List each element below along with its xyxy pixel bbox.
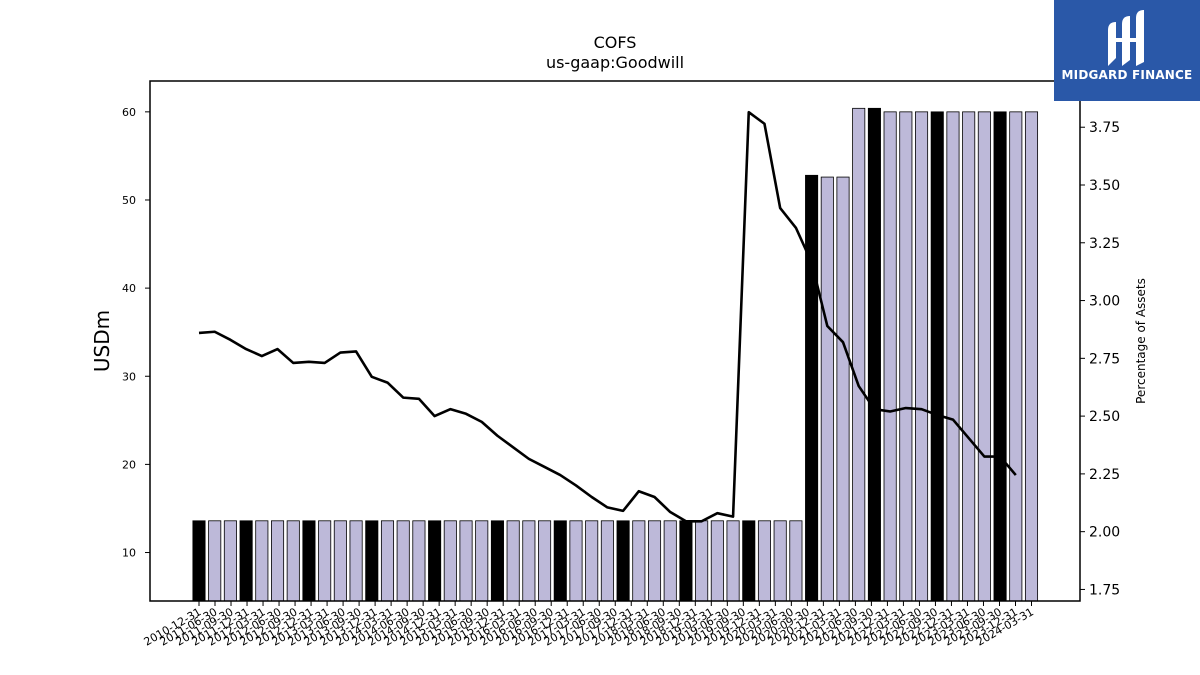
bar-2022-06-30 xyxy=(915,111,929,602)
bar-2020-03-31 xyxy=(773,520,787,602)
y2-axis-label: Percentage of Assets xyxy=(1134,278,1148,404)
bar-2017-09-30 xyxy=(616,520,630,602)
bar-2012-12-31 xyxy=(318,520,332,602)
bar-2014-06-30 xyxy=(412,520,426,602)
bar-2023-12-31 xyxy=(1009,111,1023,602)
bar-2021-03-31 xyxy=(836,176,850,602)
bar-2021-06-30 xyxy=(852,107,866,602)
bar-2012-09-30 xyxy=(302,520,316,602)
bar-2020-09-30 xyxy=(805,174,819,602)
logo-mark-icon xyxy=(1108,10,1144,66)
bar-2014-03-31 xyxy=(396,520,410,602)
bar-2011-06-30 xyxy=(223,520,237,602)
bar-2014-09-30 xyxy=(428,520,442,602)
bar-2015-03-31 xyxy=(459,520,473,602)
bar-2012-03-31 xyxy=(271,520,285,602)
y-tick-label: 30 xyxy=(122,370,136,383)
y-axis-label: USDm xyxy=(90,310,114,372)
y-tick-label: 10 xyxy=(122,547,136,560)
y2-tick-label: 2.75 xyxy=(1089,351,1120,367)
bar-2013-06-30 xyxy=(349,520,363,602)
bar-2010-12-31 xyxy=(192,520,206,602)
chart-title: COFS xyxy=(594,33,637,52)
bar-2023-06-30 xyxy=(977,111,991,602)
bar-2013-09-30 xyxy=(365,520,379,602)
y2-tick-label: 2.00 xyxy=(1089,525,1120,541)
bar-2016-03-31 xyxy=(522,520,536,602)
bar-2011-12-31 xyxy=(255,520,269,602)
bar-2018-03-31 xyxy=(647,520,662,602)
bar-2022-12-31 xyxy=(946,111,960,602)
bar-2022-09-30 xyxy=(930,111,944,602)
logo-text: MIDGARD FINANCE xyxy=(1061,68,1193,82)
y2-tick-label: 3.50 xyxy=(1089,178,1120,194)
percentage-of-assets-line xyxy=(198,110,1017,523)
right-axis-ticks: 1.75 2.00 2.25 2.50 2.75 3.00 3.25 3.50 3.75 xyxy=(1080,120,1120,598)
y2-tick-label: 2.50 xyxy=(1089,409,1120,425)
y2-tick-label: 2.25 xyxy=(1089,467,1120,483)
line-series xyxy=(198,110,1017,523)
bar-2023-03-31 xyxy=(962,111,976,602)
bar-2017-06-30 xyxy=(600,520,614,602)
y-tick-label: 20 xyxy=(122,458,136,471)
bar-2018-06-30 xyxy=(663,520,677,602)
bar-2016-06-30 xyxy=(538,520,552,602)
bar-2011-09-30 xyxy=(239,520,253,602)
bar-2015-06-30 xyxy=(475,520,489,602)
bar-2015-09-30 xyxy=(490,520,504,602)
bar-2024-03-31 xyxy=(1024,111,1039,602)
bar-2019-12-31 xyxy=(757,520,771,602)
chart-subtitle: us-gaap:Goodwill xyxy=(546,53,684,72)
bar-2016-09-30 xyxy=(553,520,567,602)
bar-2019-09-30 xyxy=(742,520,756,602)
bar-2013-12-31 xyxy=(380,520,395,602)
y-tick-label: 50 xyxy=(122,194,136,207)
bar-2013-03-31 xyxy=(333,520,347,602)
bar-2021-12-31 xyxy=(883,111,897,602)
x-axis-ticks: 2010-12-312011-06-302011-09-302011-12-31… xyxy=(142,601,1036,649)
bar-2017-12-31 xyxy=(632,520,646,602)
y-tick-label: 60 xyxy=(122,106,136,119)
bar-2020-06-30 xyxy=(789,520,803,602)
bar-2021-09-30 xyxy=(867,107,881,602)
bar-2012-06-30 xyxy=(286,520,300,602)
bar-2018-09-30 xyxy=(679,520,693,602)
bar-2011-03-31 xyxy=(208,520,222,602)
bar-series xyxy=(192,107,1039,602)
y2-tick-label: 1.75 xyxy=(1089,582,1120,598)
bar-2020-12-31 xyxy=(820,176,834,602)
bar-2015-12-31 xyxy=(506,520,520,602)
midgard-finance-logo: MIDGARD FINANCE xyxy=(1054,0,1200,101)
bar-2019-03-31 xyxy=(710,520,724,602)
y2-tick-label: 3.25 xyxy=(1089,236,1120,252)
y-tick-label: 40 xyxy=(122,282,136,295)
bar-2014-12-31 xyxy=(443,520,457,602)
left-axis-ticks: 10 20 30 40 50 60 xyxy=(122,106,150,560)
bar-2023-09-30 xyxy=(993,111,1007,602)
bar-2019-06-30 xyxy=(726,520,740,602)
bar-2016-12-31 xyxy=(569,520,583,602)
bar-2022-03-31 xyxy=(899,111,913,602)
y2-tick-label: 3.75 xyxy=(1089,120,1120,136)
y2-tick-label: 3.00 xyxy=(1089,294,1120,310)
bar-2018-12-31 xyxy=(695,520,709,602)
bar-2017-03-31 xyxy=(585,520,599,602)
